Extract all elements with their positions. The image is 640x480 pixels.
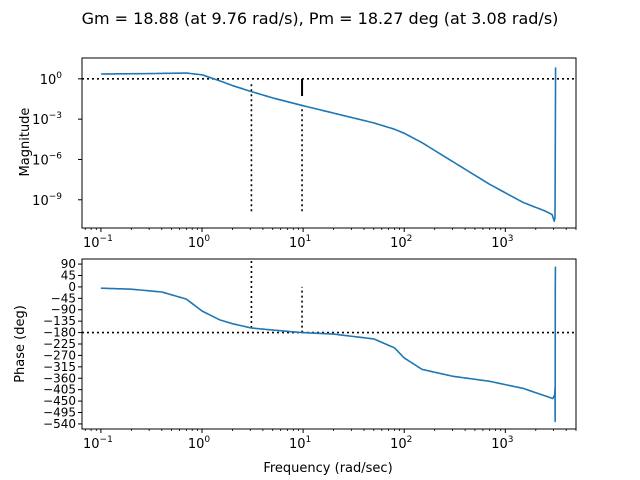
y-tick-label: −450 xyxy=(43,394,76,408)
x-tick-exponent: −1 xyxy=(100,435,113,445)
x-tick-exponent: 0 xyxy=(204,234,210,244)
y-tick-label: −225 xyxy=(43,337,76,351)
plot-area xyxy=(82,67,576,223)
y-tick-label: 10−6 xyxy=(32,151,62,168)
response-curve xyxy=(100,67,557,223)
y-tick-label: −360 xyxy=(43,371,76,385)
y-tick-exponent: −3 xyxy=(49,111,62,121)
axes-frame xyxy=(81,258,577,430)
x-tick-exponent: 2 xyxy=(407,234,413,244)
x-tick-base: 10 xyxy=(390,437,407,452)
y-tick-label: −90 xyxy=(51,303,76,317)
axes-frame xyxy=(81,57,577,229)
y-tick-label: −315 xyxy=(43,360,76,374)
x-tick-exponent: 0 xyxy=(204,435,210,445)
x-tick-base: 10 xyxy=(289,437,306,452)
x-tick-base: 10 xyxy=(289,236,306,251)
x-tick-exponent: 1 xyxy=(306,234,312,244)
x-tick-label: 10−1 xyxy=(83,435,113,452)
x-tick-base: 10 xyxy=(491,236,508,251)
x-tick-label: 102 xyxy=(390,234,412,251)
x-tick-base: 10 xyxy=(83,236,100,251)
y-tick-label: −495 xyxy=(43,406,76,420)
y-tick-label: 100 xyxy=(40,71,63,88)
x-tick-exponent: 3 xyxy=(508,234,514,244)
y-tick-base: 10 xyxy=(40,73,57,88)
y-tick-label: 10−3 xyxy=(32,111,62,128)
x-tick-label: 101 xyxy=(289,234,311,251)
y-tick-label: 90 xyxy=(61,257,76,271)
y-tick-label: −540 xyxy=(43,417,76,431)
x-tick-label: 100 xyxy=(188,435,211,452)
x-tick-base: 10 xyxy=(491,437,508,452)
x-tick-base: 10 xyxy=(83,437,100,452)
x-tick-exponent: −1 xyxy=(100,234,113,244)
phase-axis-label: Phase (deg) xyxy=(13,305,28,383)
y-tick-base: 10 xyxy=(32,113,49,128)
y-tick-label: −180 xyxy=(43,326,76,340)
x-tick-base: 10 xyxy=(188,437,205,452)
y-tick-base: 10 xyxy=(32,194,49,209)
response-curve xyxy=(100,266,557,423)
y-tick-base: 10 xyxy=(32,153,49,168)
x-tick-label: 10−1 xyxy=(83,234,113,251)
plot-area xyxy=(82,259,576,423)
figure-title: Gm = 18.88 (at 9.76 rad/s), Pm = 18.27 d… xyxy=(82,9,559,28)
y-tick-label: −405 xyxy=(43,383,76,397)
x-tick-exponent: 1 xyxy=(306,435,312,445)
y-tick-label: 45 xyxy=(61,268,76,282)
y-tick-label: 0 xyxy=(68,280,76,294)
x-tick-base: 10 xyxy=(390,236,407,251)
magnitude-axis-label: Magnitude xyxy=(18,108,33,177)
phase-plot: 10−1 100 101 102 10390450−45−90−135−180−225−… xyxy=(43,257,577,452)
frequency-axis-label: Frequency (rad/sec) xyxy=(263,461,392,476)
y-tick-exponent: −9 xyxy=(49,192,63,202)
x-tick-label: 100 xyxy=(188,234,211,251)
x-tick-base: 10 xyxy=(188,236,205,251)
y-tick-label: −135 xyxy=(43,314,76,328)
x-tick-exponent: 2 xyxy=(407,435,413,445)
y-tick-exponent: −6 xyxy=(49,151,63,161)
y-tick-label: −270 xyxy=(43,348,76,362)
x-tick-label: 101 xyxy=(289,435,311,452)
x-tick-label: 103 xyxy=(491,435,513,452)
y-tick-label: 10−9 xyxy=(32,192,62,209)
y-tick-exponent: 0 xyxy=(56,71,62,81)
y-tick-label: −45 xyxy=(51,291,76,305)
x-tick-exponent: 3 xyxy=(508,435,514,445)
x-tick-label: 102 xyxy=(390,435,412,452)
x-tick-label: 103 xyxy=(491,234,513,251)
